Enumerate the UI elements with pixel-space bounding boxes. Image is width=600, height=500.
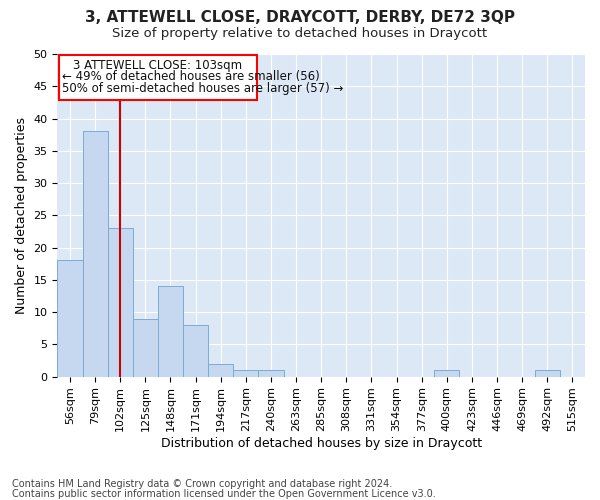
Text: 3, ATTEWELL CLOSE, DRAYCOTT, DERBY, DE72 3QP: 3, ATTEWELL CLOSE, DRAYCOTT, DERBY, DE72… xyxy=(85,10,515,25)
Text: Contains public sector information licensed under the Open Government Licence v3: Contains public sector information licen… xyxy=(12,489,436,499)
X-axis label: Distribution of detached houses by size in Draycott: Distribution of detached houses by size … xyxy=(161,437,482,450)
Bar xyxy=(59,56,257,100)
Text: Contains HM Land Registry data © Crown copyright and database right 2024.: Contains HM Land Registry data © Crown c… xyxy=(12,479,392,489)
Bar xyxy=(434,370,460,376)
Bar xyxy=(158,286,183,376)
Bar xyxy=(183,325,208,376)
Bar xyxy=(58,260,83,376)
Bar xyxy=(107,228,133,376)
Y-axis label: Number of detached properties: Number of detached properties xyxy=(15,117,28,314)
Text: ← 49% of detached houses are smaller (56): ← 49% of detached houses are smaller (56… xyxy=(62,70,320,83)
Bar xyxy=(133,318,158,376)
Bar xyxy=(535,370,560,376)
Bar xyxy=(259,370,284,376)
Bar xyxy=(233,370,259,376)
Text: 3 ATTEWELL CLOSE: 103sqm: 3 ATTEWELL CLOSE: 103sqm xyxy=(73,59,242,72)
Text: 50% of semi-detached houses are larger (57) →: 50% of semi-detached houses are larger (… xyxy=(62,82,344,96)
Bar xyxy=(208,364,233,376)
Bar xyxy=(83,132,107,376)
Text: Size of property relative to detached houses in Draycott: Size of property relative to detached ho… xyxy=(112,28,488,40)
